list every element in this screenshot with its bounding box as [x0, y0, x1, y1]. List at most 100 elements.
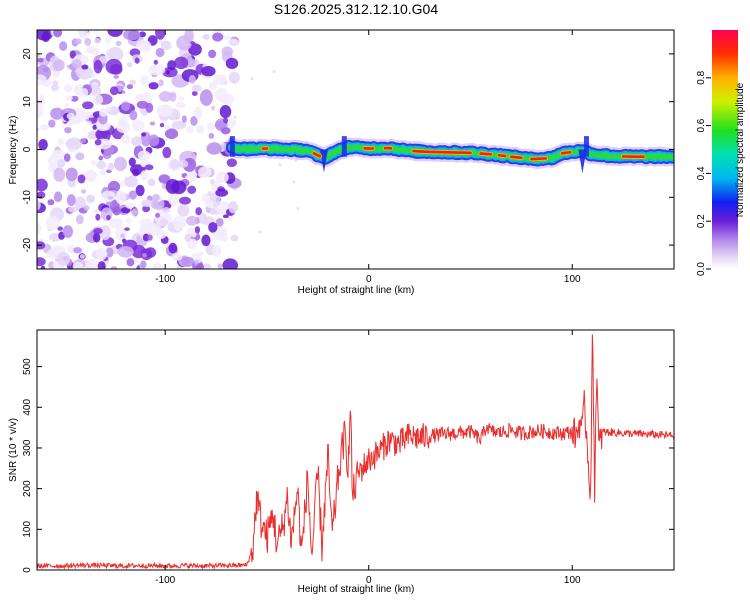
snr-y-axis-label: SNR (10 * v/v) [8, 418, 19, 482]
spectrogram-y-tick-label: 10 [22, 96, 33, 108]
noise-blob [214, 88, 229, 102]
noise-blob [160, 40, 172, 51]
noise-blob [131, 136, 143, 147]
noise-blob [171, 180, 187, 195]
noise-blob [190, 233, 197, 238]
noise-blob [113, 156, 127, 172]
noise-blob [162, 206, 171, 213]
noise-blob [158, 79, 164, 87]
noise-blob [98, 108, 108, 117]
snr-y-tick-label: 300 [22, 439, 33, 456]
noise-blob [187, 185, 197, 194]
ridge-hot-core [497, 153, 507, 158]
noise-blob [105, 37, 112, 44]
ridge-spur [229, 136, 235, 157]
noise-blob [195, 263, 205, 269]
noise-blob [131, 120, 145, 132]
noise-blob [128, 190, 137, 200]
noise-blob [128, 157, 136, 167]
noise-blob [109, 86, 119, 96]
noise-blob [37, 74, 47, 86]
noise-blob [57, 159, 66, 168]
noise-blob [48, 119, 56, 128]
noise-blob [149, 121, 156, 126]
noise-blob [91, 47, 100, 56]
noise-blob [37, 103, 44, 118]
noise-blob [135, 184, 145, 197]
snr-y-tick-label: 200 [22, 480, 33, 497]
noise-blob [96, 160, 107, 170]
noise-blob [91, 73, 96, 79]
noise-blob [65, 95, 73, 101]
noise-blob [202, 34, 210, 40]
colorbar-tick-label: 0.6 [696, 118, 707, 132]
noise-blob [107, 162, 115, 171]
spectrogram-y-tick-label: -10 [22, 190, 33, 205]
noise-blob [37, 257, 46, 267]
noise-blob [126, 61, 133, 68]
noise-blob [166, 70, 170, 75]
noise-blob [105, 247, 114, 258]
noise-blob [208, 222, 218, 233]
noise-blob [168, 192, 180, 206]
noise-blob [228, 38, 239, 47]
noise-blob [208, 49, 217, 59]
noise-blob [171, 120, 187, 130]
noise-blob [147, 234, 153, 241]
noise-blob [156, 230, 167, 239]
noise-blob [158, 91, 173, 102]
noise-blob [192, 84, 202, 92]
noise-blob [91, 172, 98, 178]
noise-blob [75, 152, 85, 161]
noise-blob [211, 105, 215, 111]
noise-blob [120, 233, 125, 238]
noise-blob [158, 39, 163, 44]
noise-blob [171, 252, 183, 261]
noise-speck [233, 115, 237, 119]
noise-speck [296, 207, 300, 211]
spectrogram-x-tick-label: 100 [564, 274, 581, 285]
noise-blob [126, 258, 135, 267]
noise-blob [228, 71, 240, 84]
noise-blob [107, 30, 123, 38]
noise-blob [110, 266, 118, 269]
noise-blob [144, 164, 154, 171]
noise-blob [62, 225, 74, 238]
noise-blob [148, 64, 166, 76]
noise-blob [118, 116, 128, 126]
noise-blob [209, 209, 217, 215]
snr-y-tick-label: 500 [22, 358, 33, 375]
noise-blob [78, 30, 89, 39]
noise-blob [141, 253, 148, 258]
noise-blob [52, 80, 59, 86]
noise-blob [109, 217, 123, 229]
noise-blob [153, 59, 158, 65]
noise-blob [121, 101, 131, 112]
ridge-hot-core [530, 157, 548, 161]
noise-blob [220, 235, 228, 242]
noise-blob [148, 82, 159, 90]
noise-blob [150, 65, 156, 71]
noise-blob [99, 168, 107, 176]
noise-blob [94, 37, 101, 44]
noise-blob [50, 107, 64, 120]
noise-blob [92, 94, 104, 106]
noise-blob [63, 83, 73, 93]
noise-blob [37, 199, 41, 211]
noise-blob [188, 74, 196, 85]
noise-blob [137, 150, 151, 161]
noise-blob [195, 124, 205, 134]
noise-blob [221, 46, 234, 57]
noise-blob [85, 194, 96, 204]
noise-blob [215, 217, 224, 227]
noise-blob [139, 31, 146, 38]
ridge-hot-core [509, 155, 523, 160]
spectrogram-x-tick-label: -100 [155, 274, 175, 285]
noise-blob [110, 63, 123, 75]
noise-blob [188, 58, 197, 67]
noise-blob [101, 190, 116, 203]
noise-speck [250, 77, 254, 81]
noise-speck [272, 70, 276, 74]
noise-blob [169, 159, 180, 170]
snr-x-tick-label: 0 [366, 575, 372, 586]
